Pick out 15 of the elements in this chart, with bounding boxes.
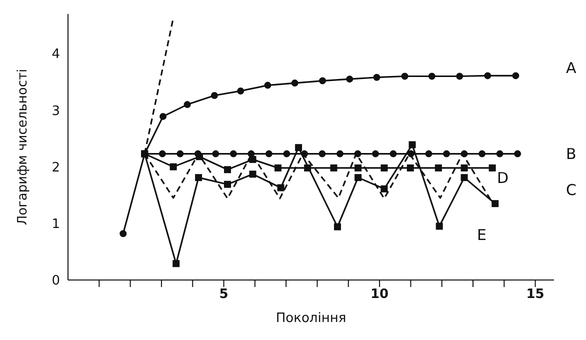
x-tick-label: 10 [370,287,389,302]
annotation: D [497,169,509,187]
y-tick-label: 0 [52,274,60,289]
text: B [566,145,576,163]
x-tick-label: 5 [219,287,228,302]
x-axis-title: Покоління [276,311,346,326]
y-tick-label: 1 [52,217,60,232]
x-tick-label: 15 [526,287,544,302]
text: C [566,181,576,199]
y-tick-label: 2 [52,160,60,176]
y-axis-title: Логарифм чисельності [16,68,31,226]
y-tick-label: 3 [52,104,60,119]
text: A [566,59,576,77]
y-tick-label: 4 [52,47,60,62]
annotation: E [477,226,486,244]
